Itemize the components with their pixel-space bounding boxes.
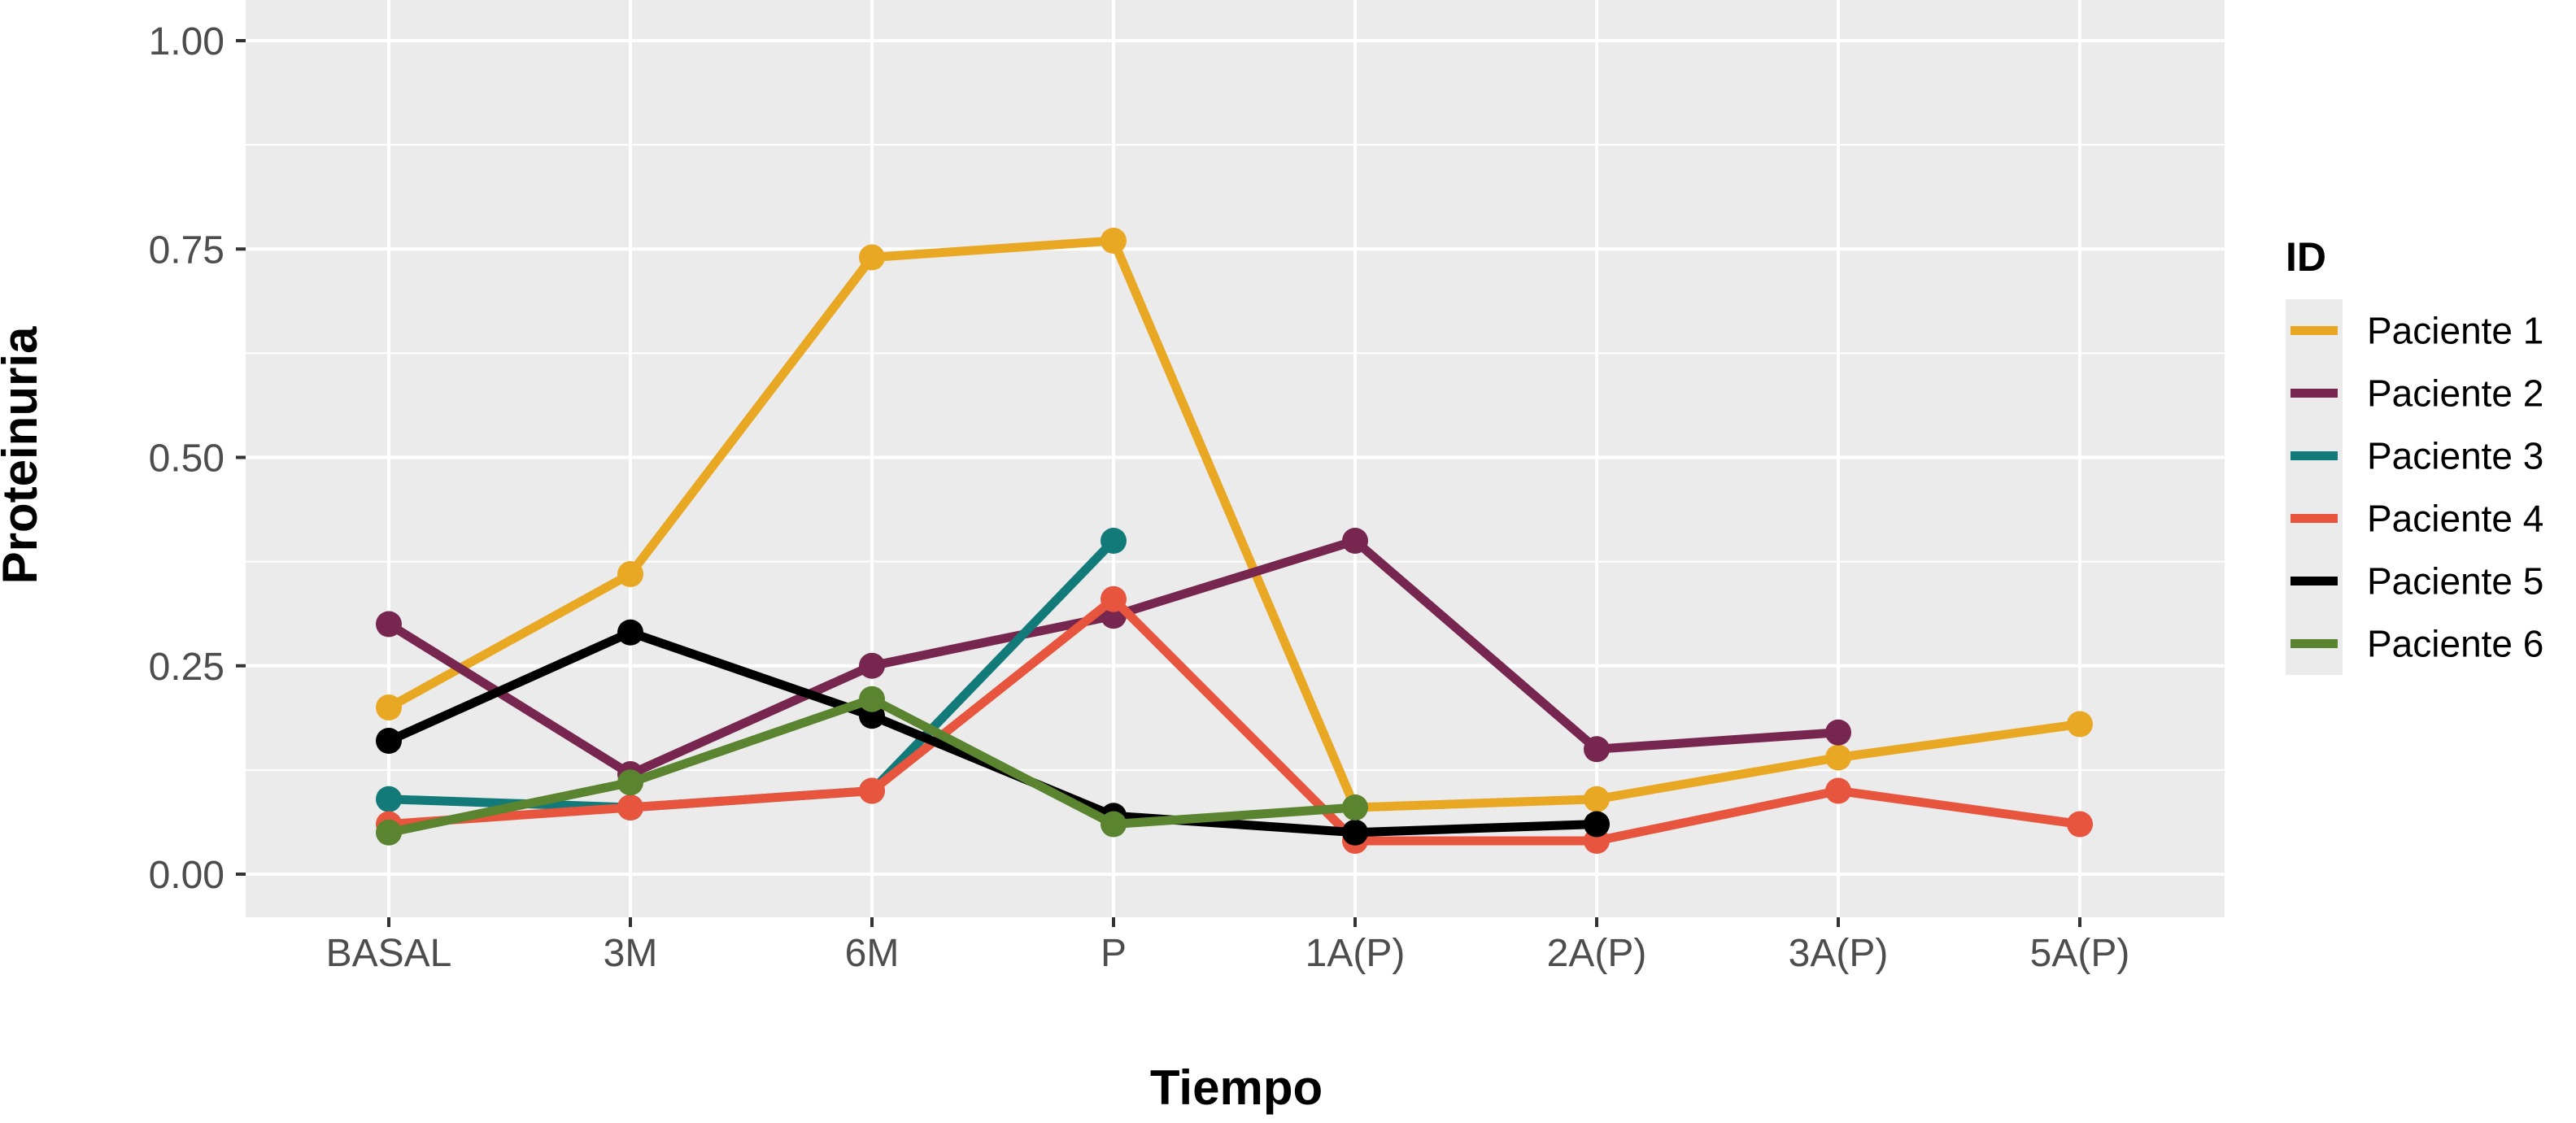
data-point — [617, 794, 643, 820]
series-6 — [376, 686, 1368, 846]
data-point — [1342, 794, 1368, 820]
data-point — [1342, 528, 1368, 554]
x-tick-label: P — [1101, 932, 1127, 975]
data-point — [859, 686, 885, 712]
data-point — [859, 777, 885, 804]
data-point — [859, 652, 885, 679]
data-point — [1101, 228, 1127, 254]
data-point — [617, 769, 643, 796]
data-point — [1101, 811, 1127, 838]
legend-label: Paciente 3 — [2367, 435, 2543, 477]
data-point — [2067, 711, 2093, 738]
data-point — [617, 561, 643, 587]
y-tick-label: 0.50 — [149, 437, 224, 481]
data-point — [1825, 719, 1851, 746]
data-point — [376, 694, 402, 720]
data-point — [2067, 811, 2093, 838]
data-point — [1101, 585, 1127, 612]
legend-key-background — [2286, 299, 2343, 675]
x-tick-label: 6M — [845, 932, 900, 975]
axis-ticks — [236, 39, 2081, 927]
data-point — [859, 244, 885, 271]
x-tick-label: BASAL — [326, 932, 452, 975]
legend-label: Paciente 2 — [2367, 372, 2543, 415]
x-axis-title: Tiempo — [1150, 1060, 1323, 1115]
x-tick-label: 5A(P) — [2030, 932, 2130, 975]
data-series — [376, 228, 2093, 854]
y-tick-label: 0.00 — [149, 854, 224, 897]
series-line — [388, 594, 2081, 846]
data-point — [376, 728, 402, 754]
data-point — [1825, 777, 1851, 804]
legend-title: ID — [2286, 234, 2326, 280]
x-tick-label: 3M — [604, 932, 658, 975]
data-point — [376, 819, 402, 846]
series-line — [386, 236, 2081, 812]
x-axis-tick-labels: BASAL 3M 6M P 1A(P) 2A(P) 3A(P) 5A(P) — [326, 932, 2130, 975]
legend-label: Paciente 6 — [2367, 623, 2543, 665]
data-point — [376, 611, 402, 638]
y-tick-label: 0.75 — [149, 229, 224, 272]
legend-label: Paciente 5 — [2367, 560, 2543, 603]
y-axis-title: Proteinuria — [0, 326, 47, 584]
data-point — [1825, 744, 1851, 771]
y-axis-tick-labels: 0.00 0.25 0.50 0.75 1.00 — [149, 20, 224, 897]
legend-label: Paciente 1 — [2367, 310, 2543, 352]
x-tick-label: 3A(P) — [1789, 932, 1889, 975]
x-tick-label: 1A(P) — [1305, 932, 1406, 975]
data-point — [1101, 528, 1127, 554]
data-point — [1584, 786, 1610, 812]
data-point — [617, 619, 643, 646]
x-tick-label: 2A(P) — [1547, 932, 1647, 975]
data-point — [1342, 819, 1368, 846]
legend-items: Paciente 1 Paciente 2 Paciente 3 Paciente 4… — [2286, 299, 2543, 675]
data-point — [1584, 736, 1610, 763]
y-tick-label: 1.00 — [149, 20, 224, 63]
data-point — [376, 786, 402, 812]
minor-gridlines — [246, 144, 2225, 771]
y-tick-label: 0.25 — [149, 646, 224, 689]
legend-label: Paciente 4 — [2367, 498, 2543, 540]
data-point — [1584, 811, 1610, 838]
